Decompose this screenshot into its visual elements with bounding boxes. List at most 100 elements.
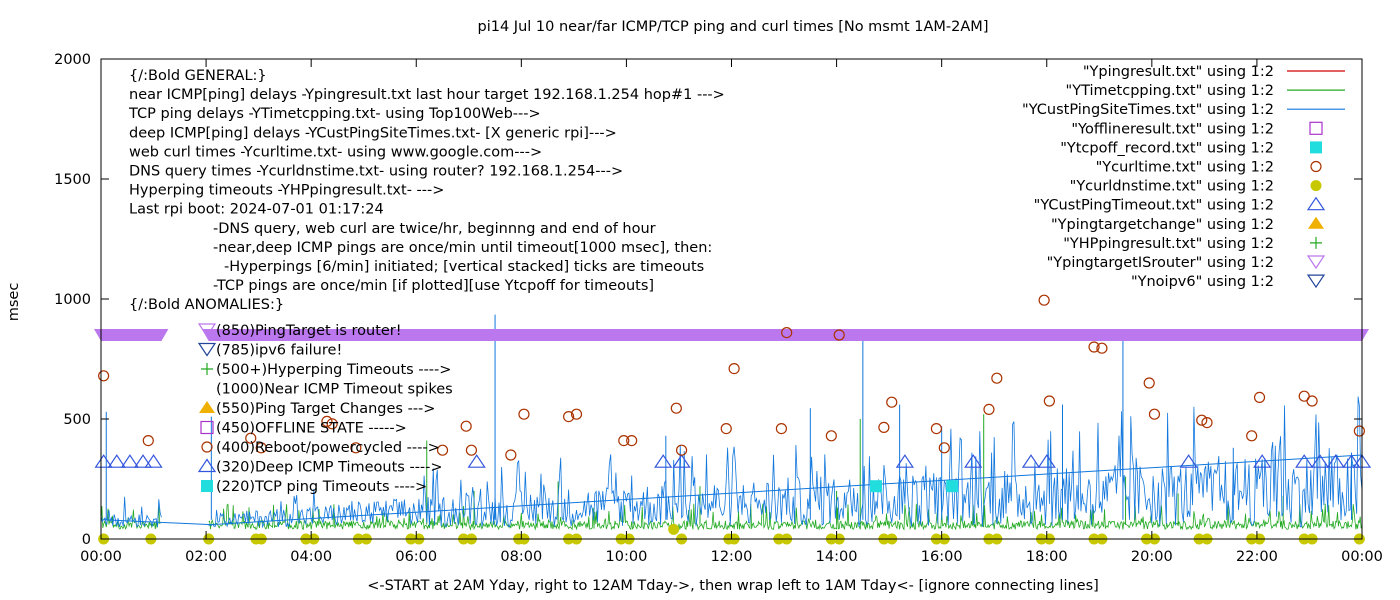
curl-time-point (781, 327, 793, 339)
note-line: Last rpi boot: 2024-07-01 01:17:24 (129, 202, 384, 218)
series-pingtarget-router (94, 329, 1369, 341)
deep-icmp-timeout-point (1326, 454, 1345, 468)
router-band (94, 329, 169, 341)
anomaly-symbol (197, 342, 217, 357)
curl-time-point (991, 372, 1003, 384)
series-tcp-ping (100, 414, 1363, 531)
curl-time-point (505, 449, 517, 461)
y-tick-label: 1000 (54, 292, 91, 308)
legend: "Ypingresult.txt" using 1:2 "YTimetcpping… (1022, 64, 1345, 290)
anomaly-symbol (199, 401, 215, 413)
curl-time-point (465, 444, 478, 456)
curl-time-point (1201, 417, 1213, 429)
axes: 0 500 1000 1500 2000 00:00 02:00 04:00 06:00 08:0… (54, 52, 1383, 565)
anomaly-label: (550)Ping Target Changes ---> (216, 401, 435, 417)
anomaly-symbol (201, 480, 213, 492)
tcp-ping-line (100, 503, 1363, 531)
legend-symbol (1306, 255, 1326, 270)
x-tick-label: 18:00 (1026, 549, 1068, 565)
x-axis-label: <-START at 2AM Yday, right to 12AM Tday-… (367, 578, 1099, 594)
curl-time-point (1306, 395, 1318, 407)
deep-icmp-timeout-point (1021, 454, 1041, 468)
curl-time-point (1143, 377, 1155, 389)
deep-icmp-connector (103, 454, 1363, 526)
note-line: Hyperping timeouts -YHPpingresult.txt- -… (129, 183, 444, 199)
x-tick-label: 08:00 (500, 549, 542, 565)
legend-symbol (1310, 160, 1322, 173)
series-deep-icmp (100, 314, 1363, 529)
curl-time-point (720, 423, 732, 435)
curl-time-point (938, 442, 950, 454)
note-line: web curl times -Ycurltime.txt- using www… (129, 144, 542, 160)
curl-time-point (570, 408, 583, 420)
legend-label: "Ycurldnstime.txt" using 1:2 (1070, 179, 1274, 195)
legend-label: "Ycurltime.txt" using 1:2 (1096, 160, 1274, 176)
anomaly-label: (500+)Hyperping Timeouts ----> (216, 362, 451, 378)
deep-icmp-timeout-point (107, 454, 126, 468)
anomaly-label: (450)OFFLINE STATE -----> (216, 421, 407, 437)
curl-time-point (563, 411, 575, 423)
y-axis-label: msec (6, 283, 22, 322)
note-line: -DNS query, web curl are twice/hr, begin… (213, 221, 656, 237)
deep-icmp-timeout-point (1179, 454, 1198, 468)
deep-icmp-timeout-point (1037, 454, 1056, 468)
legend-label: "Ynoipv6" using 1:2 (1131, 274, 1274, 290)
x-tick-label: 04:00 (290, 549, 332, 565)
deep-icmp-line (100, 396, 1363, 529)
anomaly-label: (1000)Near ICMP Timeout spikes (216, 382, 453, 398)
curl-time-point (1353, 425, 1365, 437)
deep-icmp-timeout-point (144, 454, 163, 468)
x-tick-label: 22:00 (1236, 549, 1278, 565)
x-tick-label: 02:00 (185, 549, 227, 565)
curl-time-point (886, 396, 898, 408)
deep-icmp-timeout-point (94, 454, 113, 468)
note-line: {/:Bold ANOMALIES:} (129, 297, 284, 313)
deep-icmp-timeout-point (1253, 454, 1272, 468)
anomaly-label: (220)TCP ping Timeouts ----> (216, 479, 427, 495)
curl-time-point (675, 444, 688, 456)
note-line: near ICMP[ping] delays -Ypingresult.txt … (129, 87, 725, 103)
curl-time-point (1038, 294, 1050, 306)
legend-label: "YTimetcpping.txt" using 1:2 (1066, 83, 1274, 99)
legend-label: "Ypingtargetchange" using 1:2 (1051, 217, 1274, 233)
legend-label: "Yofflineresult.txt" using 1:2 (1071, 121, 1274, 137)
note-line: TCP ping delays -YTimetcpping.txt- using… (128, 106, 541, 122)
curl-time-point (618, 435, 630, 447)
x-tick-label: 20:00 (1131, 549, 1173, 565)
curl-time-point (775, 423, 788, 435)
series-tcp-timeout-point (869, 480, 959, 493)
legend-symbol (1310, 180, 1322, 192)
x-tick-label: 16:00 (921, 549, 963, 565)
anomaly-symbol (201, 441, 213, 453)
legend-label: "YCustPingSiteTimes.txt" using 1:2 (1022, 102, 1274, 118)
deep-icmp-timeout-point (1342, 454, 1361, 468)
legend-label: "YpingtargetISrouter" using 1:2 (1047, 255, 1274, 271)
deep-icmp-timeout-point (1310, 454, 1330, 468)
curl-time-point (1246, 430, 1258, 442)
curl-time-point (1148, 408, 1161, 420)
curl-time-point (878, 421, 890, 433)
deep-icmp-timeout-point (654, 454, 673, 468)
note-line: DNS query times -Ycurldnstime.txt- using… (129, 164, 623, 180)
legend-symbol (1306, 274, 1326, 289)
tcp-timeout-point (946, 480, 959, 493)
legend-label: "Ytcpoff_record.txt" using 1:2 (1060, 140, 1274, 156)
series-curl-time-point (98, 294, 1365, 461)
anomaly-label: (320)Deep ICMP Timeouts ----> (216, 460, 443, 476)
curl-time-point (1253, 391, 1266, 403)
notes-block: {/:Bold GENERAL:} near ICMP[ping] delays … (128, 68, 725, 495)
curl-time-point (1088, 341, 1100, 353)
curl-time-point (728, 363, 740, 375)
curl-time-point (321, 415, 333, 427)
curl-time-point (1043, 395, 1055, 407)
legend-label: "YHPpingresult.txt" using 1:2 (1063, 236, 1274, 252)
curl-time-point (98, 370, 110, 382)
deep-icmp-timeout-point (120, 454, 140, 468)
curl-time-point (326, 418, 338, 430)
curl-time-point (245, 432, 257, 444)
tcp-timeout-point (869, 480, 882, 493)
curl-time-point (626, 435, 638, 447)
x-tick-label: 10:00 (606, 549, 648, 565)
x-tick-label: 12:00 (711, 549, 753, 565)
legend-label: "Ypingresult.txt" using 1:2 (1083, 64, 1274, 80)
